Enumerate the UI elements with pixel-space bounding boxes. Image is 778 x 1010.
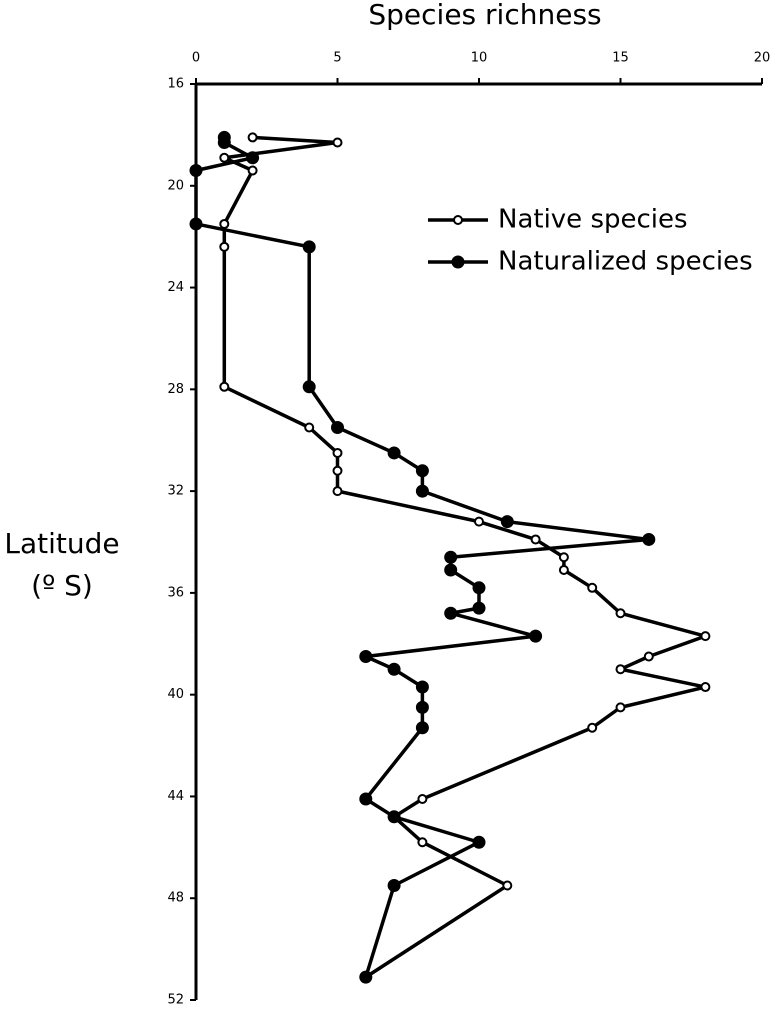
legend-marker [451, 255, 465, 269]
x-tick-label: 20 [754, 51, 771, 66]
data-point [302, 240, 316, 254]
data-point [444, 563, 458, 577]
legend-label: Naturalized species [498, 247, 753, 277]
data-point [472, 581, 486, 595]
data-point [444, 606, 458, 620]
data-point [332, 137, 343, 148]
data-point [615, 702, 626, 713]
data-point [417, 793, 428, 804]
data-point [189, 164, 203, 178]
data-point [332, 465, 343, 476]
data-point [359, 650, 373, 663]
y-axis-label: Latitude [4, 527, 119, 560]
y-tick-label: 32 [167, 484, 184, 499]
data-point [615, 608, 626, 619]
legend-marker [453, 215, 463, 225]
data-point [387, 810, 401, 824]
y-tick-label: 52 [167, 993, 184, 1008]
data-point [219, 152, 230, 163]
data-point [359, 970, 373, 984]
data-point [219, 218, 230, 229]
x-tick-label: 0 [192, 51, 200, 66]
y-axis-label: (º S) [31, 569, 93, 602]
data-point [472, 835, 486, 849]
data-point [189, 217, 203, 231]
legend-label: Native species [498, 205, 688, 235]
data-point [642, 532, 656, 546]
y-tick-label: 24 [167, 280, 184, 295]
data-point [332, 447, 343, 458]
data-point [558, 564, 569, 575]
data-point [700, 631, 711, 642]
y-tick-label: 28 [167, 382, 184, 397]
data-point [530, 534, 541, 545]
data-point [219, 381, 230, 392]
y-tick-label: 20 [167, 178, 184, 193]
data-point [474, 516, 484, 527]
data-point [643, 651, 654, 662]
chart-title: Species richness [368, 0, 601, 31]
data-point [331, 421, 344, 434]
data-point [415, 484, 429, 498]
data-point [700, 682, 711, 693]
y-tick-label: 44 [167, 789, 184, 804]
data-point [615, 664, 626, 675]
y-tick-label: 48 [167, 891, 184, 906]
y-tick-label: 16 [167, 77, 184, 92]
data-point [587, 722, 598, 733]
data-point [500, 515, 514, 529]
data-point [246, 151, 260, 165]
x-tick-label: 15 [612, 51, 629, 66]
data-point [247, 132, 258, 143]
data-point [387, 662, 401, 676]
data-point [387, 879, 401, 892]
data-point [302, 380, 316, 394]
data-point [587, 582, 598, 593]
data-point [502, 880, 513, 891]
data-point [417, 837, 428, 848]
data-point [529, 629, 543, 643]
x-tick-label: 10 [471, 51, 488, 66]
data-point [472, 601, 486, 615]
data-point [304, 422, 315, 433]
y-tick-label: 36 [167, 585, 184, 600]
data-point [415, 700, 429, 714]
data-point [217, 136, 231, 150]
data-point [247, 165, 258, 176]
x-tick-label: 5 [333, 51, 341, 66]
data-point [359, 792, 373, 806]
data-point [415, 464, 429, 478]
data-point [558, 552, 569, 563]
y-tick-label: 40 [167, 687, 184, 702]
data-point [387, 446, 401, 460]
data-point [415, 721, 429, 735]
data-point [444, 550, 458, 564]
data-point [415, 680, 429, 694]
series-line [222, 135, 708, 979]
data-point [219, 241, 230, 252]
data-point [332, 486, 343, 497]
